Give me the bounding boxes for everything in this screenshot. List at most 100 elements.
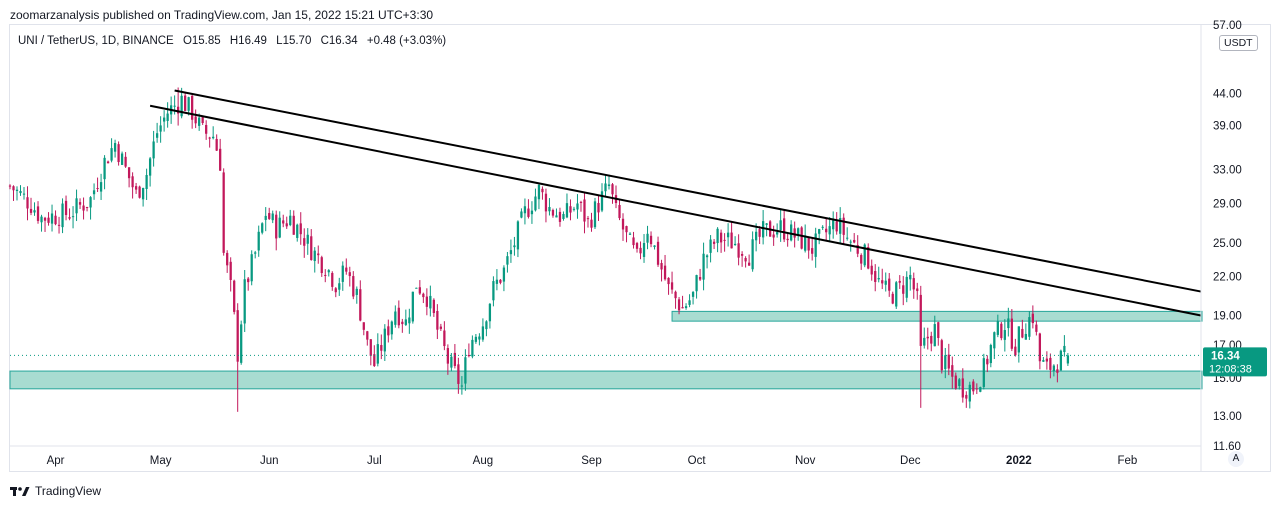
candle-body	[457, 364, 460, 384]
support-zones	[9, 310, 1203, 390]
candle	[408, 308, 411, 334]
time-tick-label: Apr	[47, 455, 65, 467]
candle	[411, 291, 414, 324]
candle-body	[1007, 318, 1010, 329]
candle-body	[509, 250, 513, 255]
candle	[649, 231, 653, 248]
candle	[1007, 307, 1010, 337]
candle-body	[408, 317, 411, 324]
candle-body	[313, 250, 316, 262]
candle-body	[141, 188, 145, 200]
candle-body	[75, 198, 78, 214]
candle	[996, 314, 999, 338]
candle-body	[972, 381, 975, 392]
candle	[919, 285, 922, 408]
candle-body	[1052, 365, 1056, 372]
currency-unit-badge[interactable]: USDT	[1219, 35, 1258, 51]
candle	[744, 256, 747, 268]
candle	[555, 208, 558, 218]
candle	[828, 217, 831, 243]
candle	[937, 321, 940, 346]
candle	[772, 225, 775, 246]
candle-body	[600, 191, 604, 211]
candle-body	[604, 183, 607, 192]
candle	[141, 187, 145, 207]
candle	[432, 298, 435, 317]
candle	[853, 233, 856, 244]
candle	[127, 167, 131, 188]
candle	[653, 245, 656, 250]
candle	[236, 303, 239, 412]
candle	[418, 280, 421, 295]
candle-body	[597, 202, 600, 213]
candle-body	[811, 248, 814, 254]
candle-body	[821, 226, 824, 228]
candle	[719, 229, 723, 253]
candle-body	[369, 339, 372, 356]
time-tick-label: 2022	[1006, 455, 1032, 467]
candle-body	[257, 231, 260, 251]
candle-body	[888, 278, 891, 291]
candle-body	[912, 278, 915, 290]
auto-scale-button[interactable]: A	[1228, 451, 1244, 467]
support-zone	[671, 310, 1203, 322]
candle-body	[1028, 317, 1031, 337]
candle-body	[790, 224, 793, 241]
candle-body	[345, 267, 348, 272]
candle	[807, 237, 810, 259]
candle	[422, 292, 425, 304]
candle-body	[131, 176, 134, 188]
candle-body	[751, 239, 754, 270]
candle-body	[1021, 328, 1024, 338]
candle	[29, 197, 33, 216]
candle	[166, 102, 169, 128]
candle	[642, 234, 646, 263]
candle-body	[222, 172, 225, 253]
candle-body	[106, 161, 110, 164]
candle-body	[68, 217, 71, 219]
candle	[523, 198, 527, 225]
chart-frame	[9, 24, 1271, 472]
candle	[562, 211, 565, 221]
candle-body	[359, 289, 362, 321]
candle-body	[362, 322, 365, 330]
candle-body	[275, 214, 278, 239]
symbol-legend: UNI / TetherUS, 1D, BINANCE O15.85 H16.4…	[18, 35, 446, 47]
candle	[15, 186, 19, 201]
candle	[1003, 319, 1006, 352]
change-value: +0.48 (+3.03%)	[366, 35, 447, 47]
candle-body	[453, 352, 457, 366]
candle	[264, 207, 267, 232]
candle	[78, 198, 82, 209]
candle-body	[12, 186, 15, 191]
candle-body	[993, 332, 996, 349]
candle	[565, 193, 569, 219]
candle	[341, 261, 344, 291]
candle	[867, 243, 870, 270]
candle	[1017, 326, 1020, 363]
candle	[162, 110, 166, 132]
candle-body	[642, 243, 646, 257]
candle	[958, 377, 961, 390]
candle	[825, 218, 828, 241]
candle-body	[117, 144, 120, 163]
candle-body	[940, 340, 943, 371]
candle	[478, 333, 481, 346]
candle-body	[635, 243, 639, 249]
trendline	[149, 104, 1202, 317]
candle-body	[229, 261, 232, 280]
candle-body	[418, 287, 421, 294]
candle-body	[996, 321, 999, 335]
candle-body	[425, 296, 428, 307]
candle	[68, 208, 71, 221]
candle	[446, 344, 450, 375]
candle-body	[299, 223, 302, 235]
publisher-line: zoomarzanalysis published on TradingView…	[10, 8, 434, 22]
candle	[345, 258, 348, 275]
candle-body	[807, 237, 810, 251]
candle	[702, 242, 705, 291]
trendline	[174, 89, 1202, 293]
candle	[145, 168, 148, 200]
candle-body	[835, 221, 838, 232]
